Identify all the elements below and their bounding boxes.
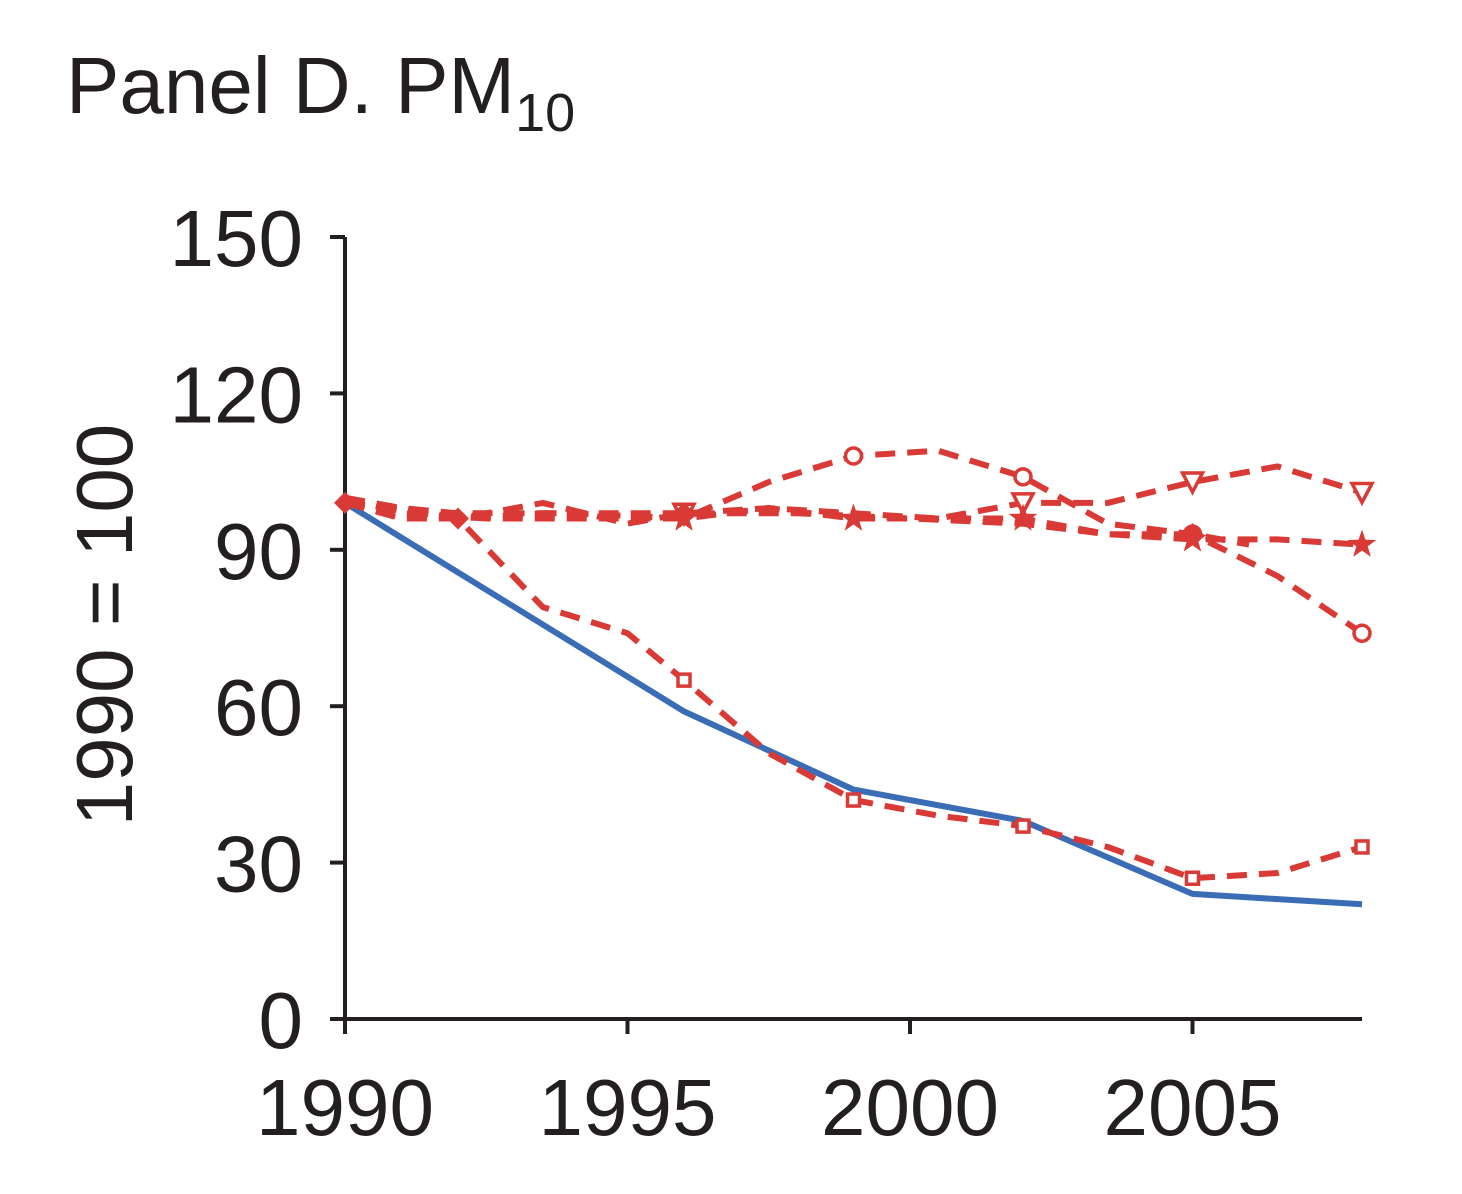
circle-marker <box>1352 623 1372 643</box>
series-line-solid <box>343 500 1363 908</box>
square-marker <box>845 792 862 808</box>
series-diamond <box>334 491 1250 548</box>
y-tick-label: 0 <box>259 976 304 1065</box>
y-axis-label: 1990 = 100 <box>60 424 149 827</box>
x-tick-label: 2005 <box>1104 1063 1282 1152</box>
diamond-marker <box>447 507 469 530</box>
series-solid <box>343 500 1363 908</box>
x-tick-label: 1990 <box>256 1063 434 1152</box>
series-line-square <box>344 494 1363 882</box>
chart-title: Panel D. PM10 <box>66 41 575 143</box>
triangle-marker <box>1349 481 1375 507</box>
square-marker <box>1184 870 1201 886</box>
y-tick-label: 60 <box>214 663 303 752</box>
circle-marker <box>1013 467 1033 487</box>
series-square <box>344 494 1370 886</box>
diamond-marker <box>673 502 695 525</box>
chart-title-main: Panel D. PM <box>66 41 515 130</box>
series-layer <box>334 446 1377 908</box>
square-marker <box>1015 818 1031 834</box>
axes: 0 30 60 90 120 150 1990 1995 2000 2005 <box>170 194 1362 1152</box>
square-marker <box>1354 839 1370 855</box>
star-marker <box>1008 503 1038 531</box>
y-tick-label: 120 <box>170 350 303 439</box>
chart-title-subscript: 10 <box>515 83 575 143</box>
circle-marker <box>843 446 864 466</box>
x-tick-label: 1995 <box>539 1063 717 1152</box>
y-tick-label: 90 <box>214 507 303 596</box>
diamond-marker <box>1181 523 1204 546</box>
y-tick-label: 30 <box>214 820 303 909</box>
star-marker <box>1347 529 1377 557</box>
square-marker <box>676 672 692 688</box>
y-tick-label: 150 <box>170 194 303 283</box>
x-tick-label: 2000 <box>821 1063 999 1152</box>
diamond-marker <box>334 491 356 514</box>
triangle-marker <box>1179 471 1206 496</box>
triangle-marker <box>1010 492 1036 517</box>
star-marker <box>839 503 868 531</box>
